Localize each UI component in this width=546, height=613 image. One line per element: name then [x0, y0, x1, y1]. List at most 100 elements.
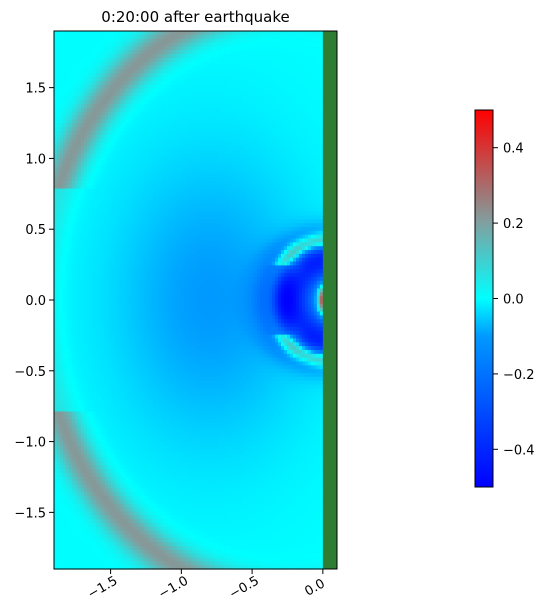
heatmap-cell: [59, 388, 64, 393]
heatmap-cell: [107, 180, 112, 186]
heatmap-cell: [110, 422, 115, 428]
heatmap-cell: [77, 549, 82, 555]
heatmap-cell: [77, 357, 82, 363]
heatmap-cell: [95, 150, 100, 155]
heatmap-cell: [83, 353, 88, 359]
heatmap-cell: [62, 465, 67, 470]
heatmap-cell: [101, 192, 106, 197]
heatmap-cell: [92, 130, 97, 136]
heatmap-cell: [74, 230, 79, 236]
heatmap-cell: [101, 300, 106, 305]
heatmap-cell: [86, 219, 91, 224]
heatmap-cell: [83, 219, 88, 224]
heatmap-cell: [143, 250, 148, 255]
heatmap-cell: [71, 492, 76, 497]
heatmap-cell: [146, 42, 151, 47]
heatmap-cell: [59, 553, 64, 559]
heatmap-cell: [74, 226, 79, 232]
heatmap-cell: [107, 296, 112, 301]
heatmap-cell: [80, 349, 85, 355]
heatmap-plot: −1.5 −1.0 −0.5 0.0 1.51.00.50.0−0.5−1.0−1.5: [14, 30, 338, 602]
heatmap-cell: [74, 373, 79, 378]
heatmap-cell: [104, 250, 109, 255]
heatmap-cell: [128, 426, 133, 432]
heatmap-cell: [122, 250, 127, 255]
heatmap-cell: [122, 419, 127, 424]
heatmap-cell: [59, 203, 64, 209]
heatmap-cell: [101, 461, 106, 466]
heatmap-cell: [122, 134, 127, 140]
heatmap-cell: [131, 146, 136, 151]
heatmap-cell: [149, 177, 154, 182]
heatmap-cell: [74, 346, 79, 351]
heatmap-cell: [86, 200, 91, 205]
heatmap-cell: [119, 92, 124, 97]
heatmap-cell: [104, 319, 109, 324]
heatmap-cell: [128, 557, 133, 562]
heatmap-cell: [128, 323, 133, 328]
heatmap-cell: [116, 511, 121, 516]
heatmap-cell: [134, 203, 139, 209]
heatmap-cell: [80, 38, 85, 44]
heatmap-cell: [122, 92, 127, 97]
heatmap-cell: [125, 257, 130, 263]
heatmap-cell: [89, 173, 94, 178]
heatmap-cell: [149, 338, 154, 343]
heatmap-cell: [152, 338, 157, 343]
heatmap-cell: [92, 292, 97, 297]
heatmap-cell: [110, 165, 115, 170]
heatmap-cell: [98, 561, 103, 566]
heatmap-cell: [149, 369, 154, 374]
heatmap-cell: [77, 211, 82, 217]
heatmap-cell: [116, 534, 121, 539]
heatmap-cell: [86, 338, 91, 343]
heatmap-cell: [86, 453, 91, 459]
heatmap-cell: [155, 380, 160, 386]
heatmap-cell: [101, 165, 106, 170]
heatmap-cell: [56, 111, 61, 117]
heatmap-cell: [54, 77, 58, 82]
heatmap-cell: [62, 77, 67, 82]
heatmap-cell: [101, 307, 106, 313]
heatmap-cell: [107, 119, 112, 124]
heatmap-cell: [59, 365, 64, 370]
heatmap-cell: [122, 80, 127, 86]
heatmap-cell: [62, 488, 67, 493]
heatmap-cell: [158, 107, 163, 113]
heatmap-cell: [146, 300, 151, 305]
heatmap-cell: [113, 69, 118, 74]
heatmap-cell: [116, 415, 121, 420]
heatmap-cell: [155, 365, 160, 370]
heatmap-cell: [77, 373, 82, 378]
heatmap-cell: [110, 542, 115, 547]
heatmap-cell: [62, 184, 67, 190]
heatmap-cell: [155, 203, 160, 209]
heatmap-cell: [155, 77, 160, 82]
heatmap-cell: [140, 403, 145, 409]
heatmap-cell: [140, 77, 145, 82]
heatmap-cell: [125, 196, 130, 201]
heatmap-cell: [62, 326, 67, 332]
heatmap-cell: [83, 31, 88, 36]
heatmap-cell: [54, 92, 58, 97]
heatmap-cell: [98, 519, 103, 524]
heatmap-cell: [77, 203, 82, 209]
heatmap-cell: [125, 269, 130, 274]
heatmap-cell: [128, 561, 133, 566]
heatmap-cell: [65, 403, 70, 409]
heatmap-cell: [62, 203, 67, 209]
heatmap-cell: [95, 73, 100, 78]
heatmap-cell: [122, 465, 127, 470]
heatmap-cell: [77, 134, 82, 140]
heatmap-cell: [54, 373, 58, 378]
heatmap-cell: [140, 415, 145, 420]
heatmap-cell: [155, 100, 160, 105]
heatmap-cell: [128, 511, 133, 516]
heatmap-cell: [86, 96, 91, 101]
heatmap-cell: [59, 34, 64, 40]
heatmap-cell: [116, 50, 121, 55]
heatmap-cell: [92, 349, 97, 355]
heatmap-cell: [137, 349, 142, 355]
heatmap-cell: [98, 315, 103, 320]
heatmap-cell: [131, 215, 136, 220]
